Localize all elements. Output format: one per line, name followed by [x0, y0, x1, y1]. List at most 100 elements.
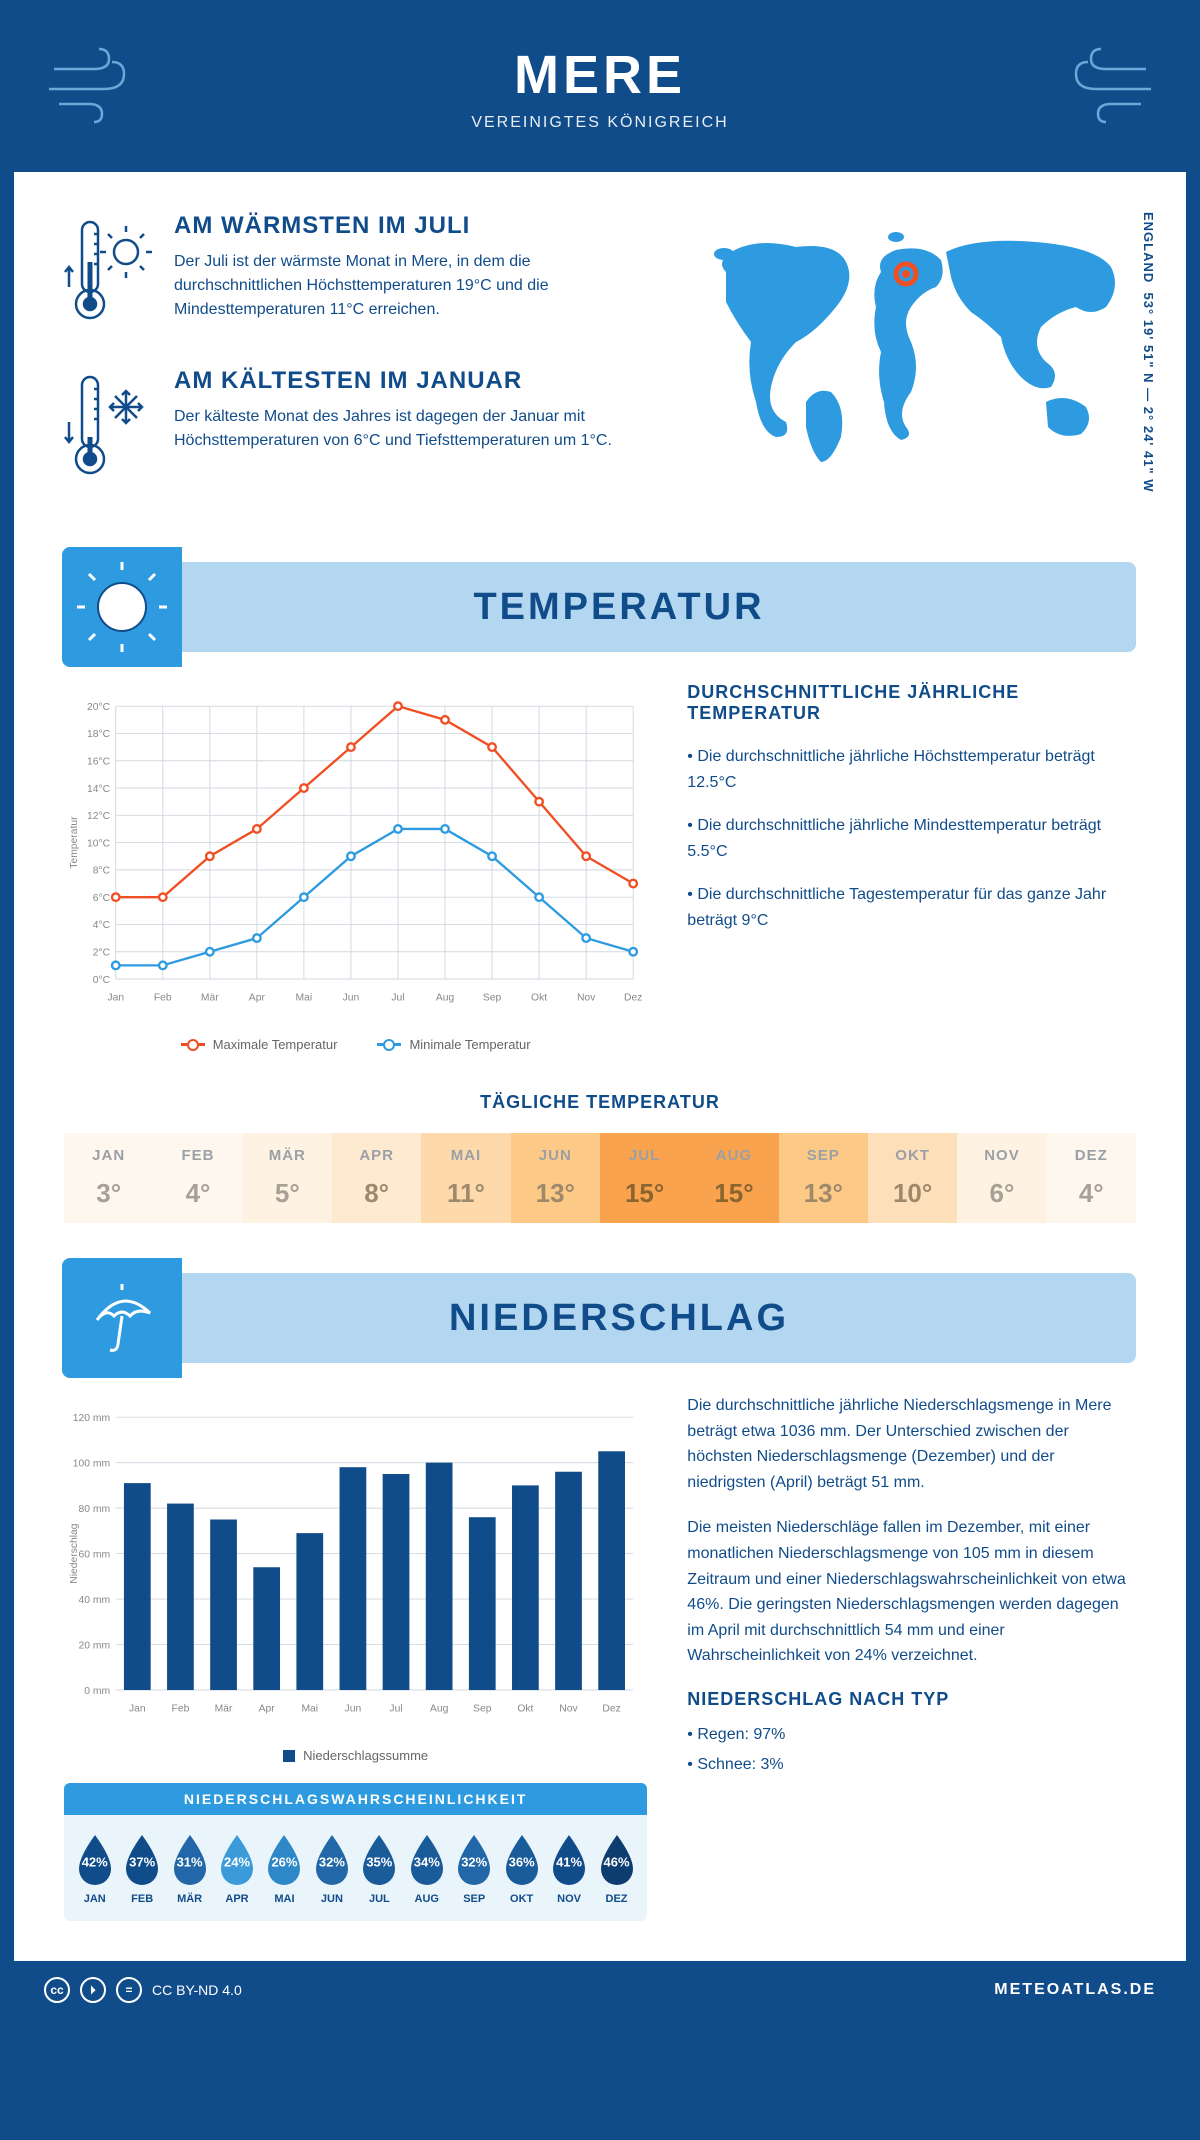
warmest-title: AM WÄRMSTEN IM JULI	[174, 212, 656, 240]
prob-drop: 35%JUL	[357, 1831, 402, 1905]
svg-text:Feb: Feb	[154, 993, 172, 1004]
prob-drop: 32%SEP	[452, 1831, 497, 1905]
prob-drop: 26%MAI	[262, 1831, 307, 1905]
sun-icon	[77, 562, 167, 652]
coldest-text: Der kälteste Monat des Jahres ist dagege…	[174, 405, 656, 453]
svg-text:Jan: Jan	[129, 1704, 146, 1715]
svg-text:18°C: 18°C	[87, 729, 111, 740]
svg-text:Jan: Jan	[107, 993, 124, 1004]
svg-text:0 mm: 0 mm	[84, 1686, 110, 1697]
prob-drop: 41%NOV	[546, 1831, 591, 1905]
temp-cell: OKT10°	[868, 1133, 957, 1223]
svg-text:Mai: Mai	[301, 1704, 318, 1715]
svg-text:10°C: 10°C	[87, 838, 111, 849]
umbrella-icon	[82, 1278, 162, 1358]
svg-text:Niederschlag: Niederschlag	[69, 1523, 80, 1584]
svg-text:80 mm: 80 mm	[79, 1504, 111, 1515]
precip-banner: NIEDERSCHLAG	[64, 1273, 1136, 1363]
svg-text:Apr: Apr	[249, 993, 266, 1004]
svg-text:12°C: 12°C	[87, 811, 111, 822]
svg-text:120 mm: 120 mm	[73, 1413, 110, 1424]
svg-text:Temperatur: Temperatur	[69, 816, 80, 869]
svg-text:14°C: 14°C	[87, 784, 111, 795]
svg-text:Nov: Nov	[577, 993, 596, 1004]
svg-text:Mär: Mär	[201, 993, 219, 1004]
temp-cell: JUL15°	[600, 1133, 689, 1223]
temp-cell: MÄR5°	[243, 1133, 332, 1223]
svg-text:Jul: Jul	[389, 1704, 402, 1715]
daily-temp-title: TÄGLICHE TEMPERATUR	[64, 1092, 1136, 1113]
svg-text:16°C: 16°C	[87, 757, 111, 768]
svg-text:Aug: Aug	[430, 1704, 449, 1715]
prob-drop: 42%JAN	[72, 1831, 117, 1905]
site-name: METEOATLAS.DE	[994, 1981, 1156, 1999]
page-title: MERE	[34, 44, 1166, 106]
svg-text:6°C: 6°C	[93, 893, 111, 904]
warmest-text: Der Juli ist der wärmste Monat in Mere, …	[174, 250, 656, 322]
precip-prob-box: NIEDERSCHLAGSWAHRSCHEINLICHKEIT 42%JAN37…	[64, 1783, 647, 1921]
svg-text:Jul: Jul	[391, 993, 404, 1004]
coldest-block: AM KÄLTESTEN IM JANUAR Der kälteste Mona…	[64, 367, 656, 492]
prob-drop: 46%DEZ	[594, 1831, 639, 1905]
cc-icon: cc	[44, 1977, 70, 2003]
footer: cc 🞂 = CC BY-ND 4.0 METEOATLAS.DE	[14, 1961, 1186, 2019]
svg-text:8°C: 8°C	[93, 866, 111, 877]
svg-text:Okt: Okt	[531, 993, 547, 1004]
precip-info: Die durchschnittliche jährliche Niedersc…	[687, 1393, 1136, 1921]
precip-legend: Niederschlagssumme	[64, 1748, 647, 1763]
svg-text:Mär: Mär	[215, 1704, 233, 1715]
temperature-banner: TEMPERATUR	[64, 562, 1136, 652]
svg-text:0°C: 0°C	[93, 975, 111, 986]
prob-drop: 31%MÄR	[167, 1831, 212, 1905]
svg-text:Jun: Jun	[345, 1704, 362, 1715]
svg-text:Aug: Aug	[436, 993, 455, 1004]
world-map: ENGLAND 53° 19' 51" N — 2° 24' 41" W	[696, 212, 1136, 522]
precip-chart: 0 mm20 mm40 mm60 mm80 mm100 mm120 mmJanF…	[64, 1393, 647, 1763]
svg-text:Jun: Jun	[343, 993, 360, 1004]
temp-cell: JAN3°	[64, 1133, 153, 1223]
header: MERE VEREINIGTES KÖNIGREICH	[14, 14, 1186, 172]
temperature-chart: 0°C 2°C 4°C 6°C 8°C 10°C 12°C 14°C 16°C 18°C 20°C J…	[64, 682, 647, 1052]
thermometer-snow-icon	[64, 367, 154, 487]
prob-drop: 32%JUN	[309, 1831, 354, 1905]
svg-text:20°C: 20°C	[87, 702, 111, 713]
svg-text:Okt: Okt	[517, 1704, 533, 1715]
svg-text:Nov: Nov	[559, 1704, 578, 1715]
svg-text:2°C: 2°C	[93, 947, 111, 958]
svg-text:Apr: Apr	[259, 1704, 276, 1715]
temp-cell: SEP13°	[779, 1133, 868, 1223]
coldest-title: AM KÄLTESTEN IM JANUAR	[174, 367, 656, 395]
warmest-block: AM WÄRMSTEN IM JULI Der Juli ist der wär…	[64, 212, 656, 337]
license-text: CC BY-ND 4.0	[152, 1982, 242, 1998]
temp-cell: MAI11°	[421, 1133, 510, 1223]
prob-drop: 24%APR	[214, 1831, 259, 1905]
svg-text:Mai: Mai	[296, 993, 313, 1004]
thermometer-sun-icon	[64, 212, 154, 332]
svg-text:Feb: Feb	[172, 1704, 190, 1715]
temp-info: DURCHSCHNITTLICHE JÄHRLICHE TEMPERATUR •…	[687, 682, 1136, 1052]
by-icon: 🞂	[80, 1977, 106, 2003]
svg-text:40 mm: 40 mm	[79, 1595, 111, 1606]
temp-legend: .legend-sw[style*='f04e23']::after{borde…	[64, 1037, 647, 1052]
prob-drop: 34%AUG	[404, 1831, 449, 1905]
temp-cell: JUN13°	[511, 1133, 600, 1223]
temp-cell: AUG15°	[689, 1133, 778, 1223]
page-subtitle: VEREINIGTES KÖNIGREICH	[34, 114, 1166, 132]
temp-cell: NOV6°	[957, 1133, 1046, 1223]
nd-icon: =	[116, 1977, 142, 2003]
svg-text:Sep: Sep	[473, 1704, 492, 1715]
wind-icon	[44, 44, 144, 124]
daily-temp-table: JAN3°FEB4°MÄR5°APR8°MAI11°JUN13°JUL15°AU…	[64, 1133, 1136, 1223]
svg-text:Dez: Dez	[602, 1704, 620, 1715]
temp-cell: DEZ4°	[1047, 1133, 1136, 1223]
svg-text:60 mm: 60 mm	[79, 1549, 111, 1560]
temp-cell: APR8°	[332, 1133, 421, 1223]
svg-text:100 mm: 100 mm	[73, 1458, 110, 1469]
svg-text:Dez: Dez	[624, 993, 642, 1004]
prob-drop: 37%FEB	[119, 1831, 164, 1905]
temp-cell: FEB4°	[153, 1133, 242, 1223]
coordinates: ENGLAND 53° 19' 51" N — 2° 24' 41" W	[1141, 212, 1156, 493]
svg-text:Sep: Sep	[483, 993, 502, 1004]
wind-icon	[1056, 44, 1156, 124]
svg-text:4°C: 4°C	[93, 920, 111, 931]
